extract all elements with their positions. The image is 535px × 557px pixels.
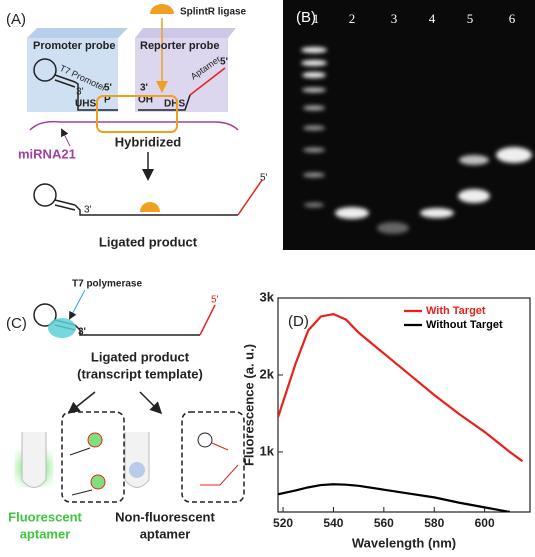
lane-label: 1 (313, 11, 320, 26)
mirna-label: miRNA21 (18, 146, 76, 161)
series-line (278, 483, 511, 512)
arrow (61, 128, 71, 147)
enzyme-label: T7 polymerase (72, 279, 142, 290)
arrow (67, 391, 96, 414)
strand (69, 447, 93, 496)
aptamer-strand (199, 304, 216, 336)
template-strand (54, 319, 200, 336)
aptamer-icon (87, 432, 103, 448)
end-label: 3' (78, 327, 86, 338)
end-label: 5' (104, 83, 112, 94)
end-label: 5' (260, 173, 268, 184)
bands (301, 47, 532, 234)
strand (200, 442, 239, 486)
y-tick-label: 2k (260, 366, 275, 381)
lane-label: 4 (429, 11, 436, 26)
oh-label: OH (138, 95, 153, 106)
probe-strand (138, 94, 191, 111)
end-label: 5' (211, 295, 219, 306)
end-label: 3' (84, 205, 92, 216)
arrow (69, 289, 86, 320)
plot-frame (277, 297, 531, 513)
aptamer-strand (189, 67, 226, 96)
outcome-label: aptamer (20, 526, 71, 541)
panel-a: (A) SplintR ligase Promoter probe Report… (6, 4, 268, 249)
outcome-label: Non-fluorescent (115, 509, 215, 524)
polymerase-icon (48, 318, 76, 338)
end-label: 3' (76, 87, 84, 98)
hairpin (33, 303, 57, 327)
panel-d: 1k 2k 3k 520 540 560 580 600 Wavelength (nm) Fluo… (241, 289, 531, 550)
panel-b: (B) 1 2 3 4 5 6 (283, 0, 535, 250)
x-tick-label: 540 (323, 516, 343, 530)
aptamer-icon (90, 474, 106, 490)
step-label: Ligated product (91, 349, 190, 364)
y-axis-label: Fluorescence (a. u.) (241, 344, 256, 466)
lane-label: 3 (391, 11, 398, 26)
arrow (139, 391, 163, 415)
lane-label: 6 (509, 11, 516, 26)
hairpin (33, 183, 57, 207)
product-strand (54, 199, 238, 216)
step-label: (transcript template) (77, 366, 203, 381)
step-label: Hybridized (115, 134, 182, 149)
x-tick-label: 580 (424, 516, 444, 530)
zoom-box (61, 411, 125, 503)
y-tick-label: 3k (260, 289, 275, 304)
hairpin (197, 432, 213, 448)
dhs-label: DHS (164, 99, 185, 110)
end-label: 5' (220, 57, 228, 68)
tube-solution (129, 462, 145, 478)
probe-label: Promoter probe (33, 40, 116, 52)
mirna-strand (29, 120, 239, 131)
ligation-box (96, 95, 178, 133)
x-tick-label: 560 (374, 516, 394, 530)
legend-label: Without Target (426, 319, 503, 331)
panel-label: (A) (6, 11, 26, 28)
lane-label: 2 (349, 11, 356, 26)
panel-label: (C) (6, 315, 27, 332)
zoom-box (181, 411, 245, 503)
probe-label: Reporter probe (140, 40, 219, 52)
x-tick-label: 600 (475, 516, 495, 530)
tube (124, 432, 150, 488)
ligase-icon (150, 4, 174, 14)
panel-label: (D) (288, 313, 309, 330)
panel-c: (C) T7 polymerase 3' 5' Ligated product … (6, 279, 245, 541)
step-label: Ligated product (99, 234, 198, 249)
y-tick-label: 1k (260, 443, 275, 458)
uhs-label: UHS (75, 99, 96, 110)
enzyme-label: SplintR ligase (180, 7, 247, 18)
panel-label: (B) (296, 9, 316, 26)
end-label: 3' (140, 83, 148, 94)
reporter-box (135, 38, 228, 112)
aptamer-strand (237, 179, 263, 216)
box-top (27, 28, 128, 38)
gel (283, 0, 535, 250)
series-line (278, 313, 524, 463)
outcome-label: aptamer (140, 526, 191, 541)
hairpin (33, 58, 57, 82)
x-axis-label: Wavelength (nm) (352, 535, 456, 550)
phosphate-label: P (104, 95, 111, 106)
legend-label: With Target (426, 305, 486, 317)
promoter-box (27, 38, 118, 112)
lane-label: 5 (467, 11, 474, 26)
tube (21, 432, 47, 488)
ligase-icon (140, 202, 160, 212)
box-top (135, 28, 236, 38)
x-tick-label: 520 (273, 516, 293, 530)
outcome-label: Fluorescent (8, 509, 82, 524)
